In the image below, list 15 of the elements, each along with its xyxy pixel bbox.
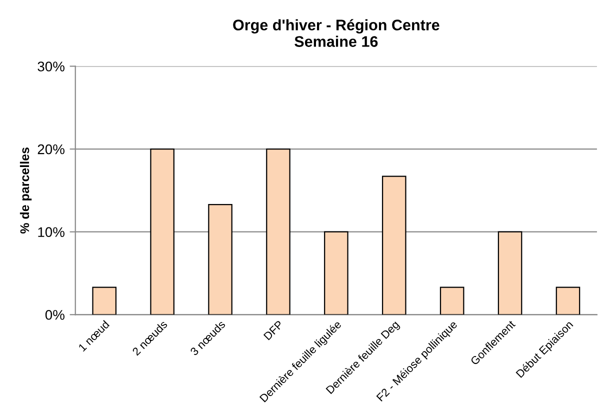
bar [150,148,174,315]
chart-title: Orge d'hiver - Région Centre Semaine 16 [233,19,440,47]
bar [382,176,406,315]
y-tick-label: 10% [38,227,64,238]
bar [92,286,116,315]
bar [440,286,464,315]
bar [556,286,580,315]
bar [208,204,232,315]
y-axis-title: % de parcelles [20,148,32,234]
y-tick-label: 20% [38,144,64,154]
y-tick-label: 0% [45,310,64,320]
bar [324,231,348,315]
y-tick-label: 30% [38,62,64,72]
bar [498,231,522,315]
bar [266,148,290,315]
